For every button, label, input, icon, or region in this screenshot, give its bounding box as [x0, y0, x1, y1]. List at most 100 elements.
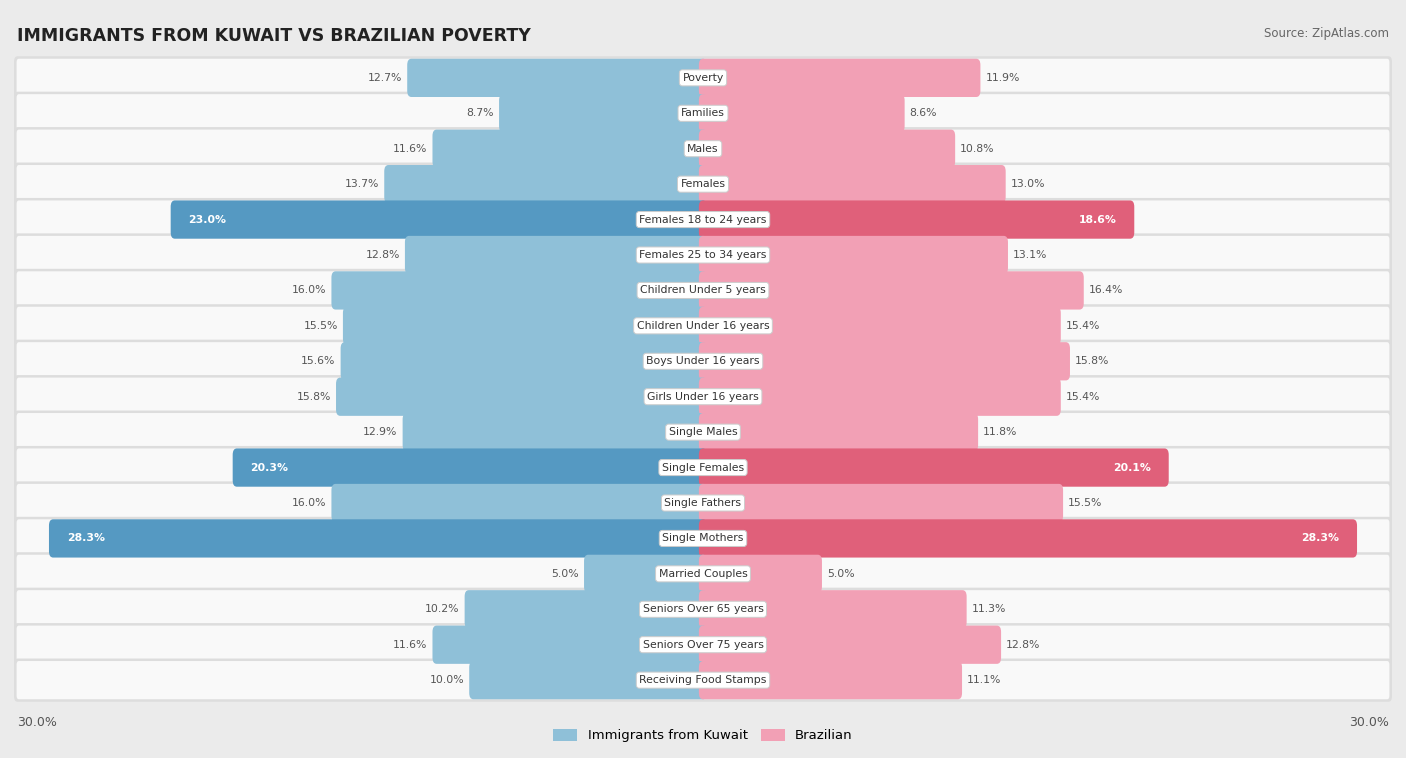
Text: 5.0%: 5.0% — [827, 568, 855, 579]
Text: Single Males: Single Males — [669, 428, 737, 437]
Text: 11.6%: 11.6% — [394, 640, 427, 650]
Text: 12.9%: 12.9% — [363, 428, 398, 437]
FancyBboxPatch shape — [699, 519, 1357, 558]
FancyBboxPatch shape — [17, 377, 1389, 416]
FancyBboxPatch shape — [17, 307, 1389, 345]
Text: 12.8%: 12.8% — [1007, 640, 1040, 650]
Text: 12.7%: 12.7% — [368, 73, 402, 83]
Text: 23.0%: 23.0% — [188, 215, 226, 224]
FancyBboxPatch shape — [433, 625, 707, 664]
Text: Children Under 5 years: Children Under 5 years — [640, 286, 766, 296]
Text: 15.4%: 15.4% — [1066, 392, 1101, 402]
FancyBboxPatch shape — [699, 236, 1008, 274]
FancyBboxPatch shape — [464, 590, 707, 628]
Text: Single Fathers: Single Fathers — [665, 498, 741, 508]
Text: Children Under 16 years: Children Under 16 years — [637, 321, 769, 330]
Text: Married Couples: Married Couples — [658, 568, 748, 579]
Text: Source: ZipAtlas.com: Source: ZipAtlas.com — [1264, 27, 1389, 39]
FancyBboxPatch shape — [170, 200, 707, 239]
FancyBboxPatch shape — [14, 517, 1392, 560]
FancyBboxPatch shape — [17, 130, 1389, 168]
FancyBboxPatch shape — [14, 375, 1392, 418]
FancyBboxPatch shape — [340, 342, 707, 381]
FancyBboxPatch shape — [14, 446, 1392, 489]
FancyBboxPatch shape — [14, 587, 1392, 631]
FancyBboxPatch shape — [17, 413, 1389, 451]
FancyBboxPatch shape — [699, 342, 1070, 381]
Text: Single Mothers: Single Mothers — [662, 534, 744, 543]
FancyBboxPatch shape — [699, 590, 967, 628]
FancyBboxPatch shape — [17, 165, 1389, 203]
Text: 13.0%: 13.0% — [1011, 179, 1045, 190]
FancyBboxPatch shape — [17, 94, 1389, 133]
FancyBboxPatch shape — [17, 484, 1389, 522]
FancyBboxPatch shape — [17, 200, 1389, 239]
FancyBboxPatch shape — [14, 304, 1392, 347]
FancyBboxPatch shape — [699, 165, 1005, 203]
Text: 15.8%: 15.8% — [1076, 356, 1109, 366]
Text: 8.6%: 8.6% — [910, 108, 938, 118]
FancyBboxPatch shape — [433, 130, 707, 168]
FancyBboxPatch shape — [699, 413, 979, 451]
FancyBboxPatch shape — [14, 340, 1392, 383]
FancyBboxPatch shape — [17, 519, 1389, 558]
FancyBboxPatch shape — [699, 449, 1168, 487]
FancyBboxPatch shape — [699, 661, 962, 700]
FancyBboxPatch shape — [583, 555, 707, 593]
FancyBboxPatch shape — [14, 623, 1392, 666]
Text: 16.4%: 16.4% — [1088, 286, 1123, 296]
Text: 28.3%: 28.3% — [1301, 534, 1339, 543]
FancyBboxPatch shape — [14, 411, 1392, 454]
FancyBboxPatch shape — [17, 271, 1389, 309]
Text: Boys Under 16 years: Boys Under 16 years — [647, 356, 759, 366]
FancyBboxPatch shape — [699, 94, 904, 133]
Text: 5.0%: 5.0% — [551, 568, 579, 579]
FancyBboxPatch shape — [332, 484, 707, 522]
FancyBboxPatch shape — [384, 165, 707, 203]
Text: Families: Families — [681, 108, 725, 118]
Text: Single Females: Single Females — [662, 462, 744, 472]
FancyBboxPatch shape — [17, 236, 1389, 274]
Text: 8.7%: 8.7% — [467, 108, 494, 118]
FancyBboxPatch shape — [332, 271, 707, 309]
Text: 11.3%: 11.3% — [972, 604, 1007, 614]
FancyBboxPatch shape — [699, 555, 823, 593]
Text: 20.1%: 20.1% — [1114, 462, 1152, 472]
FancyBboxPatch shape — [14, 162, 1392, 205]
FancyBboxPatch shape — [699, 200, 1135, 239]
FancyBboxPatch shape — [499, 94, 707, 133]
FancyBboxPatch shape — [336, 377, 707, 416]
Text: 15.8%: 15.8% — [297, 392, 330, 402]
FancyBboxPatch shape — [699, 271, 1084, 309]
FancyBboxPatch shape — [699, 377, 1060, 416]
FancyBboxPatch shape — [17, 590, 1389, 628]
Text: Females 25 to 34 years: Females 25 to 34 years — [640, 250, 766, 260]
Text: IMMIGRANTS FROM KUWAIT VS BRAZILIAN POVERTY: IMMIGRANTS FROM KUWAIT VS BRAZILIAN POVE… — [17, 27, 530, 45]
Text: Receiving Food Stamps: Receiving Food Stamps — [640, 675, 766, 685]
Text: 10.2%: 10.2% — [425, 604, 460, 614]
FancyBboxPatch shape — [49, 519, 707, 558]
Text: Males: Males — [688, 144, 718, 154]
FancyBboxPatch shape — [699, 58, 980, 97]
Text: Seniors Over 65 years: Seniors Over 65 years — [643, 604, 763, 614]
Text: Girls Under 16 years: Girls Under 16 years — [647, 392, 759, 402]
Text: 11.9%: 11.9% — [986, 73, 1019, 83]
FancyBboxPatch shape — [470, 661, 707, 700]
Text: Females: Females — [681, 179, 725, 190]
FancyBboxPatch shape — [17, 555, 1389, 593]
Text: 30.0%: 30.0% — [17, 716, 56, 729]
Text: 11.1%: 11.1% — [967, 675, 1001, 685]
FancyBboxPatch shape — [14, 659, 1392, 702]
FancyBboxPatch shape — [14, 198, 1392, 241]
FancyBboxPatch shape — [14, 269, 1392, 312]
Text: 13.7%: 13.7% — [344, 179, 380, 190]
Text: 15.6%: 15.6% — [301, 356, 336, 366]
Text: 20.3%: 20.3% — [250, 462, 288, 472]
FancyBboxPatch shape — [14, 92, 1392, 135]
FancyBboxPatch shape — [699, 484, 1063, 522]
Text: 16.0%: 16.0% — [292, 286, 326, 296]
Text: 30.0%: 30.0% — [1350, 716, 1389, 729]
Text: 15.5%: 15.5% — [1069, 498, 1102, 508]
Text: 11.6%: 11.6% — [394, 144, 427, 154]
FancyBboxPatch shape — [402, 413, 707, 451]
